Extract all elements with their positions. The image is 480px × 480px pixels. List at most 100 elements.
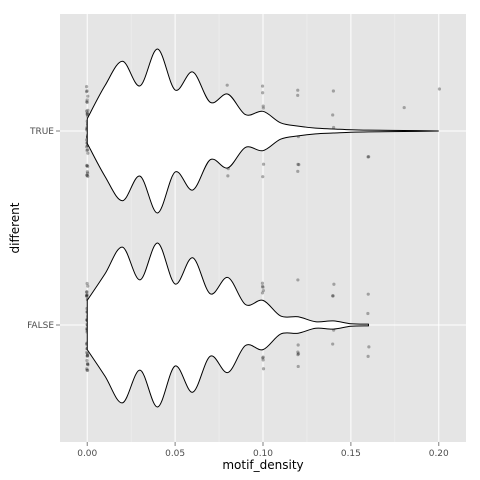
data-point [85,293,89,297]
data-point [261,162,266,166]
data-point [85,173,89,177]
data-point [85,100,89,104]
data-point [331,342,335,346]
violin-true [86,48,439,214]
data-point [85,368,89,372]
data-point [85,358,89,363]
data-point [84,85,89,89]
data-point [332,282,336,286]
y-axis-title: different [8,202,22,253]
data-point [367,155,371,159]
x-axis-title: motif_density [222,458,303,472]
data-point [296,162,300,166]
data-point [296,278,300,282]
data-point [261,285,265,289]
data-point [85,112,89,117]
data-point [85,89,89,93]
data-point [297,163,301,167]
data-point [331,113,335,117]
data-point [85,294,89,298]
data-point [366,354,370,358]
data-point [85,100,89,105]
data-point [296,169,300,173]
data-point [331,294,335,298]
data-point [86,362,90,366]
data-point [296,364,300,369]
data-point [85,292,89,297]
data-point [85,367,89,371]
y-tick-label: TRUE [29,127,54,137]
data-point [85,354,89,358]
data-point [261,288,265,293]
data-point [85,281,89,286]
data-point [84,145,89,149]
data-point [366,155,370,159]
data-point [86,164,90,169]
data-point [85,164,89,168]
data-point [85,290,89,294]
data-point [260,84,265,88]
data-point [260,284,265,288]
data-point [85,350,89,355]
data-point [261,106,265,110]
data-point [86,363,90,367]
x-tick-label: 0.00 [77,449,97,459]
data-point [85,294,89,298]
data-point [85,173,89,177]
data-point [331,89,335,93]
data-point [85,98,89,102]
data-point [367,345,371,349]
data-point [260,291,265,295]
data-point [85,163,89,168]
x-tick-label: 0.15 [341,449,361,459]
data-point [86,284,90,288]
data-point [261,356,265,360]
data-point [296,352,301,356]
data-point [366,292,370,296]
data-point [85,90,89,94]
data-point [85,170,89,174]
data-point [296,93,300,97]
data-point [260,281,265,285]
data-point [86,94,90,98]
x-tick-label: 0.05 [165,449,185,459]
data-point [296,88,300,92]
data-point [226,174,230,178]
data-point [85,351,90,356]
data-point [366,311,370,316]
data-point [86,174,90,178]
data-point [331,294,335,298]
data-point [86,151,90,155]
x-tick-label: 0.10 [253,449,273,459]
data-point [86,108,90,112]
data-point [85,112,89,116]
data-point [85,361,90,366]
data-point [261,104,265,108]
data-point [84,109,89,113]
x-axis-ticks: 0.00 0.05 0.10 0.15 0.20 [77,442,449,459]
data-point [261,175,265,179]
violin-false [86,242,369,408]
y-axis-ticks: FALSE TRUE [27,127,60,331]
data-point [86,171,90,175]
data-point [296,343,300,347]
data-point [85,368,90,372]
data-point [85,290,89,294]
data-point [85,148,89,152]
data-point [261,91,265,95]
data-point [85,354,90,358]
x-tick-label: 0.20 [429,449,449,459]
data-point [261,367,266,371]
data-point [296,353,300,357]
data-point [225,83,229,87]
data-point [296,350,300,354]
data-point [261,358,265,362]
data-point [261,355,265,359]
violins [86,48,439,408]
data-point [332,125,336,130]
data-point [85,353,90,357]
data-point [437,87,442,91]
y-tick-label: FALSE [27,321,54,331]
data-point [86,148,90,152]
